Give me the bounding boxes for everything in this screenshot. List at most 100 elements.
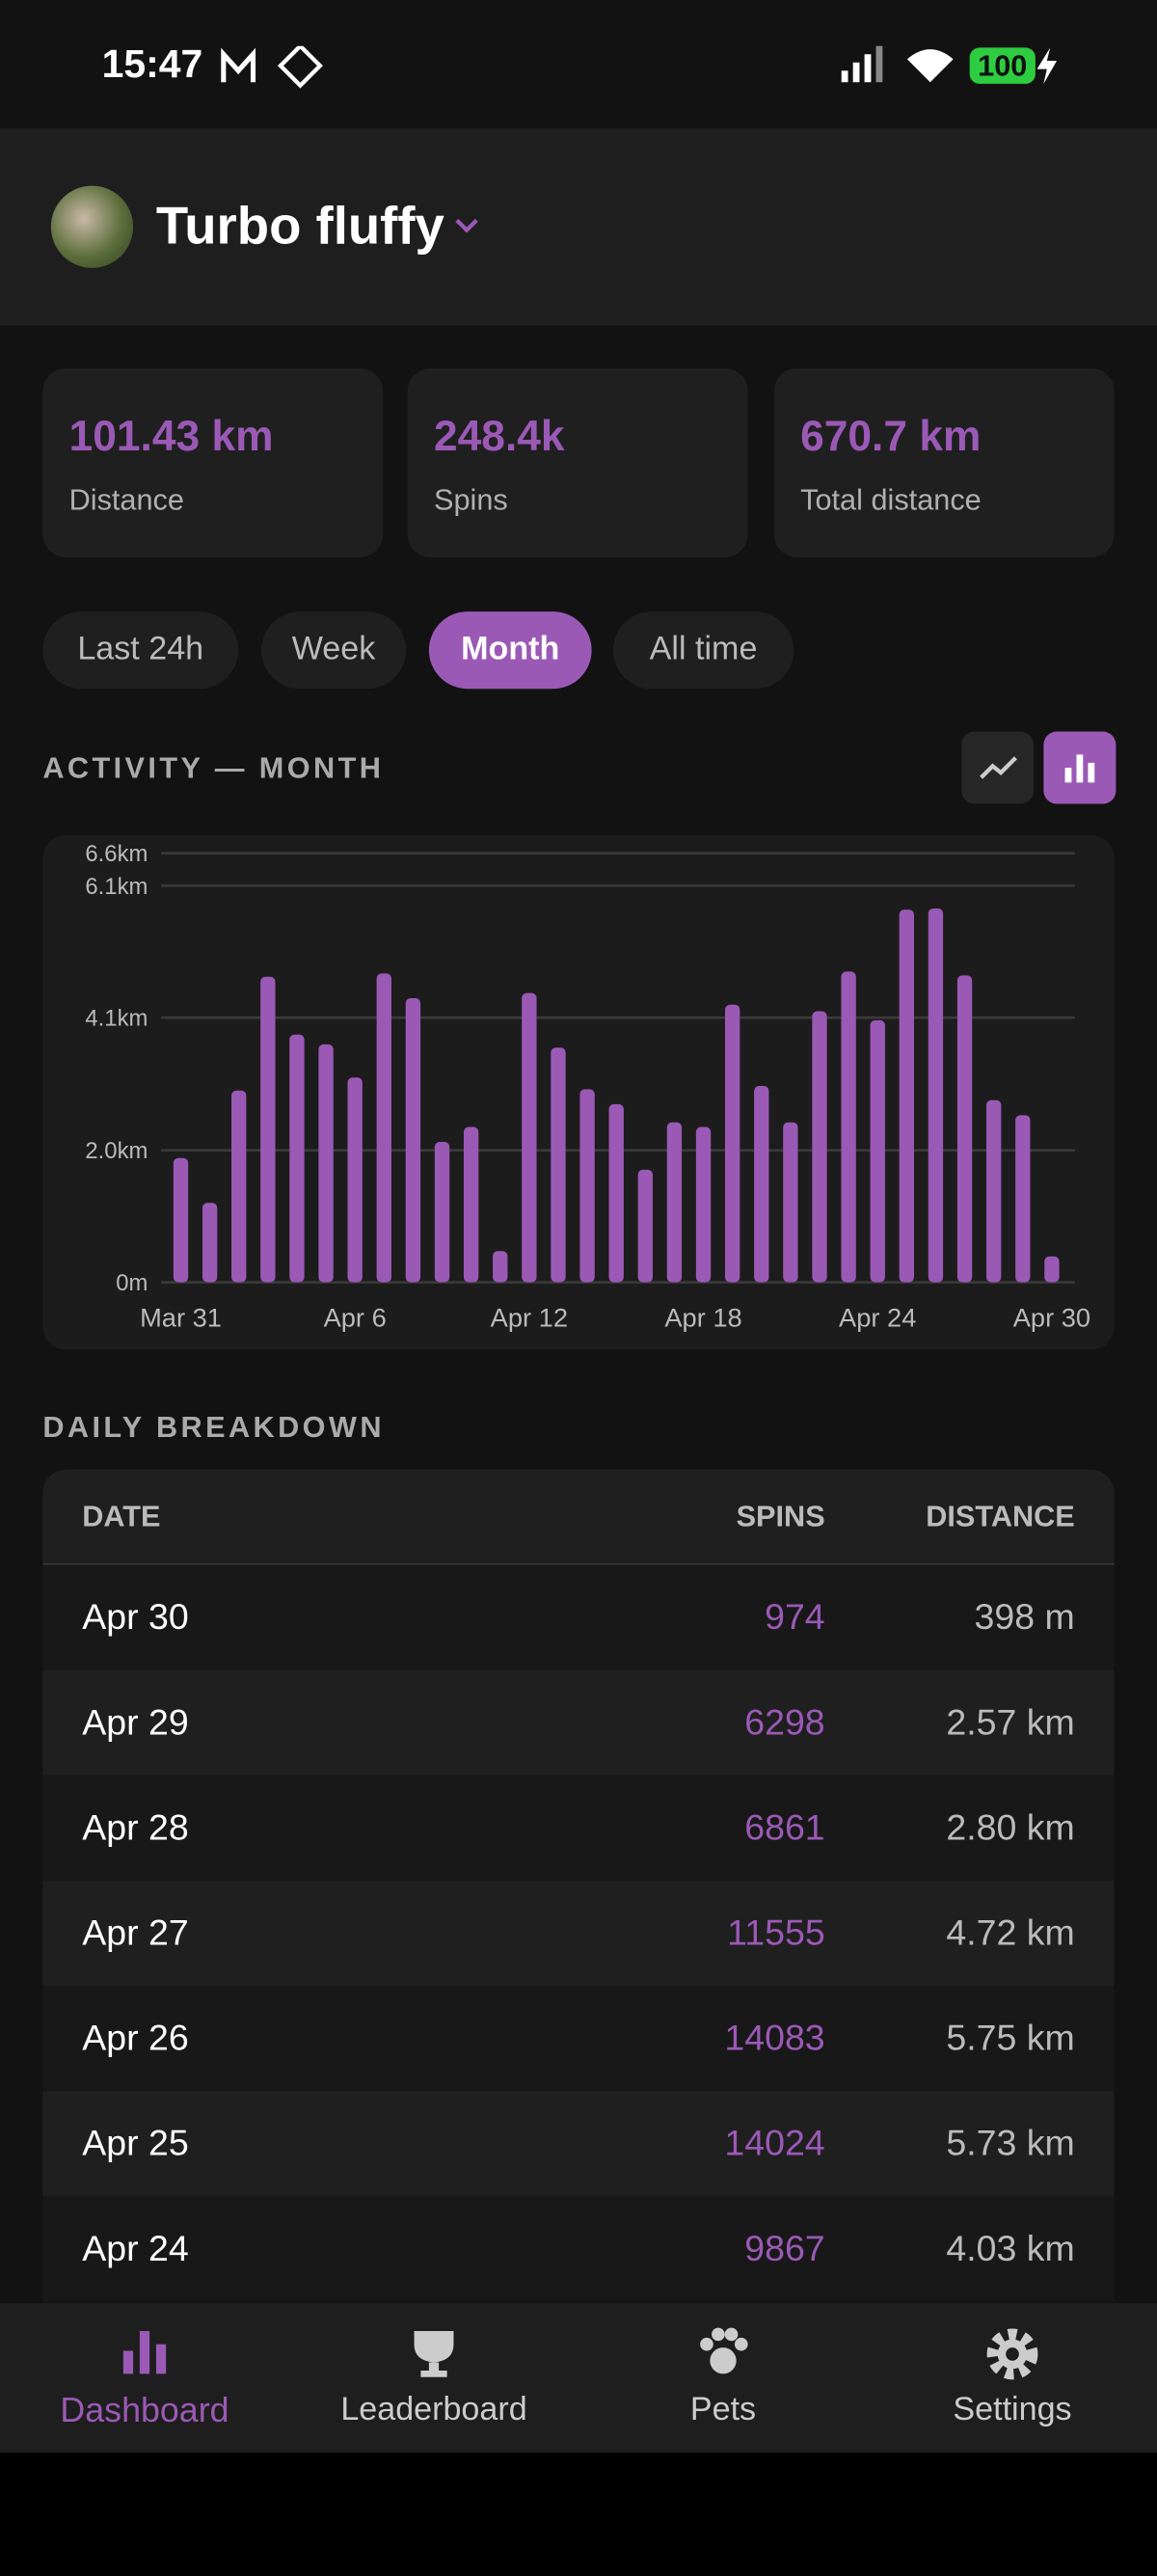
section-title: DAILY BREAKDOWN <box>42 1410 385 1444</box>
distance-cell: 398 m <box>974 1596 1075 1638</box>
bar <box>666 1122 683 1283</box>
stat-label: Spins <box>434 483 508 517</box>
line-toggle[interactable] <box>961 731 1035 804</box>
charging <box>1036 47 1058 84</box>
bar <box>608 1103 624 1283</box>
stat-card: 101.43 km Distance <box>42 367 384 557</box>
x-tick-label: Apr 12 <box>491 1303 568 1333</box>
avatar <box>50 185 134 268</box>
distance-cell: 2.57 km <box>946 1701 1075 1743</box>
bar <box>173 1157 189 1283</box>
table-row: Apr 24 9867 4.03 km <box>42 2196 1115 2302</box>
bar <box>724 1004 740 1283</box>
bar <box>231 1090 247 1283</box>
column-header: DISTANCE <box>926 1499 1075 1532</box>
date-cell: Apr 27 <box>82 1912 189 1954</box>
status-bar <box>0 0 1157 128</box>
chart: 0m 2.0km 4.1km 6.1km 6.6km Mar 31 Apr 6 Apr 12 A… <box>85 841 1090 1333</box>
y-tick-label: 4.1km <box>85 1006 148 1032</box>
table-row: Apr 29 6298 2.57 km <box>42 1669 1115 1776</box>
nav-item[interactable]: Pets <box>689 2392 757 2428</box>
bar <box>434 1141 450 1283</box>
distance-cell: 5.75 km <box>946 2017 1075 2059</box>
bar <box>202 1203 218 1283</box>
column-header: SPINS <box>736 1499 825 1532</box>
bar <box>347 1077 363 1283</box>
stat-value: 101.43 km <box>68 411 274 461</box>
stat-card: 248.4k Spins <box>407 367 748 557</box>
table-row: Apr 26 14083 5.75 km <box>42 1986 1115 2092</box>
range-tab[interactable]: Month <box>428 611 592 690</box>
x-tick-label: Apr 6 <box>324 1303 387 1333</box>
stat-value: 248.4k <box>434 411 565 461</box>
distance-cell: 5.73 km <box>946 2122 1075 2164</box>
spins-cell: 11555 <box>727 1912 825 1954</box>
bar <box>812 1011 827 1283</box>
range-tab[interactable]: All time <box>612 611 794 690</box>
bar <box>841 971 856 1283</box>
date-cell: Apr 25 <box>82 2122 189 2164</box>
nav-item[interactable]: Leaderboard <box>340 2392 527 2428</box>
spins-cell: 974 <box>765 1596 825 1638</box>
distance-cell: 2.80 km <box>946 1806 1075 1848</box>
bar <box>754 1085 769 1283</box>
y-tick-label: 6.6km <box>85 841 148 867</box>
bar <box>986 1099 1002 1283</box>
system-nav <box>0 2453 1157 2576</box>
date-cell: Apr 28 <box>82 1806 189 1848</box>
bar <box>1015 1115 1031 1283</box>
bar <box>870 1019 885 1283</box>
time: 15:47 <box>101 42 203 88</box>
bar <box>405 997 421 1283</box>
column-header: DATE <box>82 1499 161 1532</box>
section-title: ACTIVITY — MONTH <box>42 750 385 785</box>
status-icons <box>221 45 323 89</box>
bottom-nav <box>0 2303 1157 2454</box>
bar <box>376 973 391 1283</box>
bar <box>260 976 276 1283</box>
table-row: Apr 27 11555 4.72 km <box>42 1881 1115 1987</box>
bar <box>318 1044 334 1283</box>
bar <box>956 975 973 1283</box>
battery: 100 <box>969 47 1036 84</box>
bar <box>289 1034 305 1283</box>
stat-value: 670.7 km <box>800 411 982 461</box>
table-row: Apr 25 14024 5.73 km <box>42 2091 1115 2197</box>
header <box>0 127 1157 326</box>
stat-card: 670.7 km Total distance <box>773 367 1115 557</box>
date-cell: Apr 30 <box>82 1596 189 1638</box>
bar <box>551 1047 566 1283</box>
stat-label: Total distance <box>800 483 982 517</box>
distance-cell: 4.72 km <box>946 1912 1075 1954</box>
bar <box>928 908 944 1283</box>
stat-label: Distance <box>68 483 184 517</box>
signal-wifi <box>841 45 954 83</box>
bar <box>783 1122 798 1283</box>
spins-cell: 14083 <box>724 2017 825 2059</box>
bar-toggle[interactable] <box>1043 731 1117 804</box>
bar <box>463 1126 479 1283</box>
pet-name[interactable]: Turbo fluffy <box>155 195 444 256</box>
spins-cell: 14024 <box>724 2122 825 2164</box>
spins-cell: 9867 <box>744 2227 825 2269</box>
x-tick-label: Apr 24 <box>839 1303 916 1333</box>
bar <box>899 909 915 1283</box>
table-row: Apr 28 6861 2.80 km <box>42 1775 1115 1882</box>
bar <box>522 992 537 1283</box>
y-tick-label: 2.0km <box>85 1138 148 1164</box>
nav-item[interactable]: Dashboard <box>60 2392 229 2430</box>
nav-icons <box>122 2327 1038 2380</box>
y-tick-label: 6.1km <box>85 874 148 900</box>
date-cell: Apr 26 <box>82 2017 189 2059</box>
bar <box>637 1169 653 1283</box>
nav-item[interactable]: Settings <box>953 2392 1072 2428</box>
date-cell: Apr 29 <box>82 1701 189 1743</box>
range-tab[interactable]: Week <box>261 611 407 690</box>
bar <box>493 1251 508 1283</box>
chevron[interactable] <box>453 217 479 236</box>
table-row: Apr 30 974 398 m <box>42 1564 1115 1670</box>
range-tab[interactable]: Last 24h <box>42 611 239 690</box>
x-tick-label: Apr 30 <box>1013 1303 1090 1333</box>
bar <box>695 1126 712 1283</box>
